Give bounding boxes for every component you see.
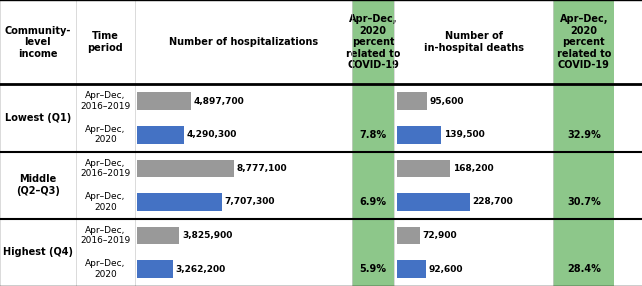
Text: 6.9%: 6.9% — [360, 197, 386, 207]
Bar — [352, 0, 394, 84]
Bar — [553, 219, 614, 286]
Bar — [137, 126, 184, 144]
Text: 3,262,200: 3,262,200 — [176, 265, 226, 274]
Bar — [137, 227, 179, 244]
Text: 7.8%: 7.8% — [360, 130, 386, 140]
Text: Number of hospitalizations: Number of hospitalizations — [169, 37, 318, 47]
Text: 95,600: 95,600 — [429, 97, 464, 106]
Text: Apr–Dec,
2016–2019: Apr–Dec, 2016–2019 — [80, 92, 130, 111]
Text: 168,200: 168,200 — [453, 164, 494, 173]
Text: 32.9%: 32.9% — [567, 130, 601, 140]
Text: Lowest (Q1): Lowest (Q1) — [4, 113, 71, 123]
Bar — [397, 227, 420, 244]
Bar — [397, 126, 441, 144]
Text: Apr–Dec,
2016–2019: Apr–Dec, 2016–2019 — [80, 226, 130, 245]
Text: Middle
(Q2–Q3): Middle (Q2–Q3) — [16, 174, 60, 196]
Bar — [553, 0, 614, 84]
Text: Number of
in-hospital deaths: Number of in-hospital deaths — [424, 31, 524, 53]
Text: 4,897,700: 4,897,700 — [194, 97, 245, 106]
Bar — [397, 160, 450, 177]
Bar — [397, 92, 427, 110]
Text: Apr–Dec,
2020: Apr–Dec, 2020 — [85, 192, 125, 212]
Text: Apr–Dec,
2020
percent
related to
COVID-19: Apr–Dec, 2020 percent related to COVID-1… — [557, 14, 611, 70]
Text: 4,290,300: 4,290,300 — [187, 130, 238, 139]
Bar — [397, 193, 469, 211]
Text: 7,707,300: 7,707,300 — [225, 198, 275, 206]
Text: 92,600: 92,600 — [429, 265, 464, 274]
Bar — [352, 152, 394, 219]
Text: Apr–Dec,
2020: Apr–Dec, 2020 — [85, 125, 125, 144]
Bar — [352, 84, 394, 152]
Text: 3,825,900: 3,825,900 — [182, 231, 232, 240]
Text: 30.7%: 30.7% — [567, 197, 601, 207]
Text: Apr–Dec,
2020
percent
related to
COVID-19: Apr–Dec, 2020 percent related to COVID-1… — [346, 14, 400, 70]
Text: 139,500: 139,500 — [444, 130, 485, 139]
Bar — [397, 261, 426, 278]
Bar — [137, 92, 191, 110]
Text: Time
period: Time period — [87, 31, 123, 53]
Text: Highest (Q4): Highest (Q4) — [3, 247, 73, 257]
Text: 228,700: 228,700 — [472, 198, 513, 206]
Text: 8,777,100: 8,777,100 — [236, 164, 287, 173]
Text: 72,900: 72,900 — [422, 231, 457, 240]
Bar — [553, 84, 614, 152]
Bar — [352, 219, 394, 286]
Bar — [553, 152, 614, 219]
Text: 28.4%: 28.4% — [567, 264, 601, 274]
Bar — [137, 160, 234, 177]
Bar — [137, 193, 222, 211]
Text: Community-
level
income: Community- level income — [4, 25, 71, 59]
Text: 5.9%: 5.9% — [360, 264, 386, 274]
Text: Apr–Dec,
2016–2019: Apr–Dec, 2016–2019 — [80, 159, 130, 178]
Bar — [137, 261, 173, 278]
Text: Apr–Dec,
2020: Apr–Dec, 2020 — [85, 259, 125, 279]
